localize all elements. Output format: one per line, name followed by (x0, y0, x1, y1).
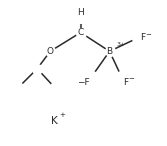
Text: −: − (128, 76, 134, 82)
Text: F: F (141, 33, 146, 42)
Text: H: H (77, 8, 84, 17)
Text: 3+: 3+ (116, 42, 125, 47)
Text: F: F (123, 78, 128, 87)
Text: B: B (107, 47, 113, 56)
Text: −F: −F (77, 78, 90, 87)
Text: K: K (51, 116, 58, 126)
Text: −: − (145, 32, 151, 38)
Text: +: + (60, 112, 65, 118)
Text: C: C (77, 28, 84, 37)
Text: O: O (47, 47, 54, 56)
